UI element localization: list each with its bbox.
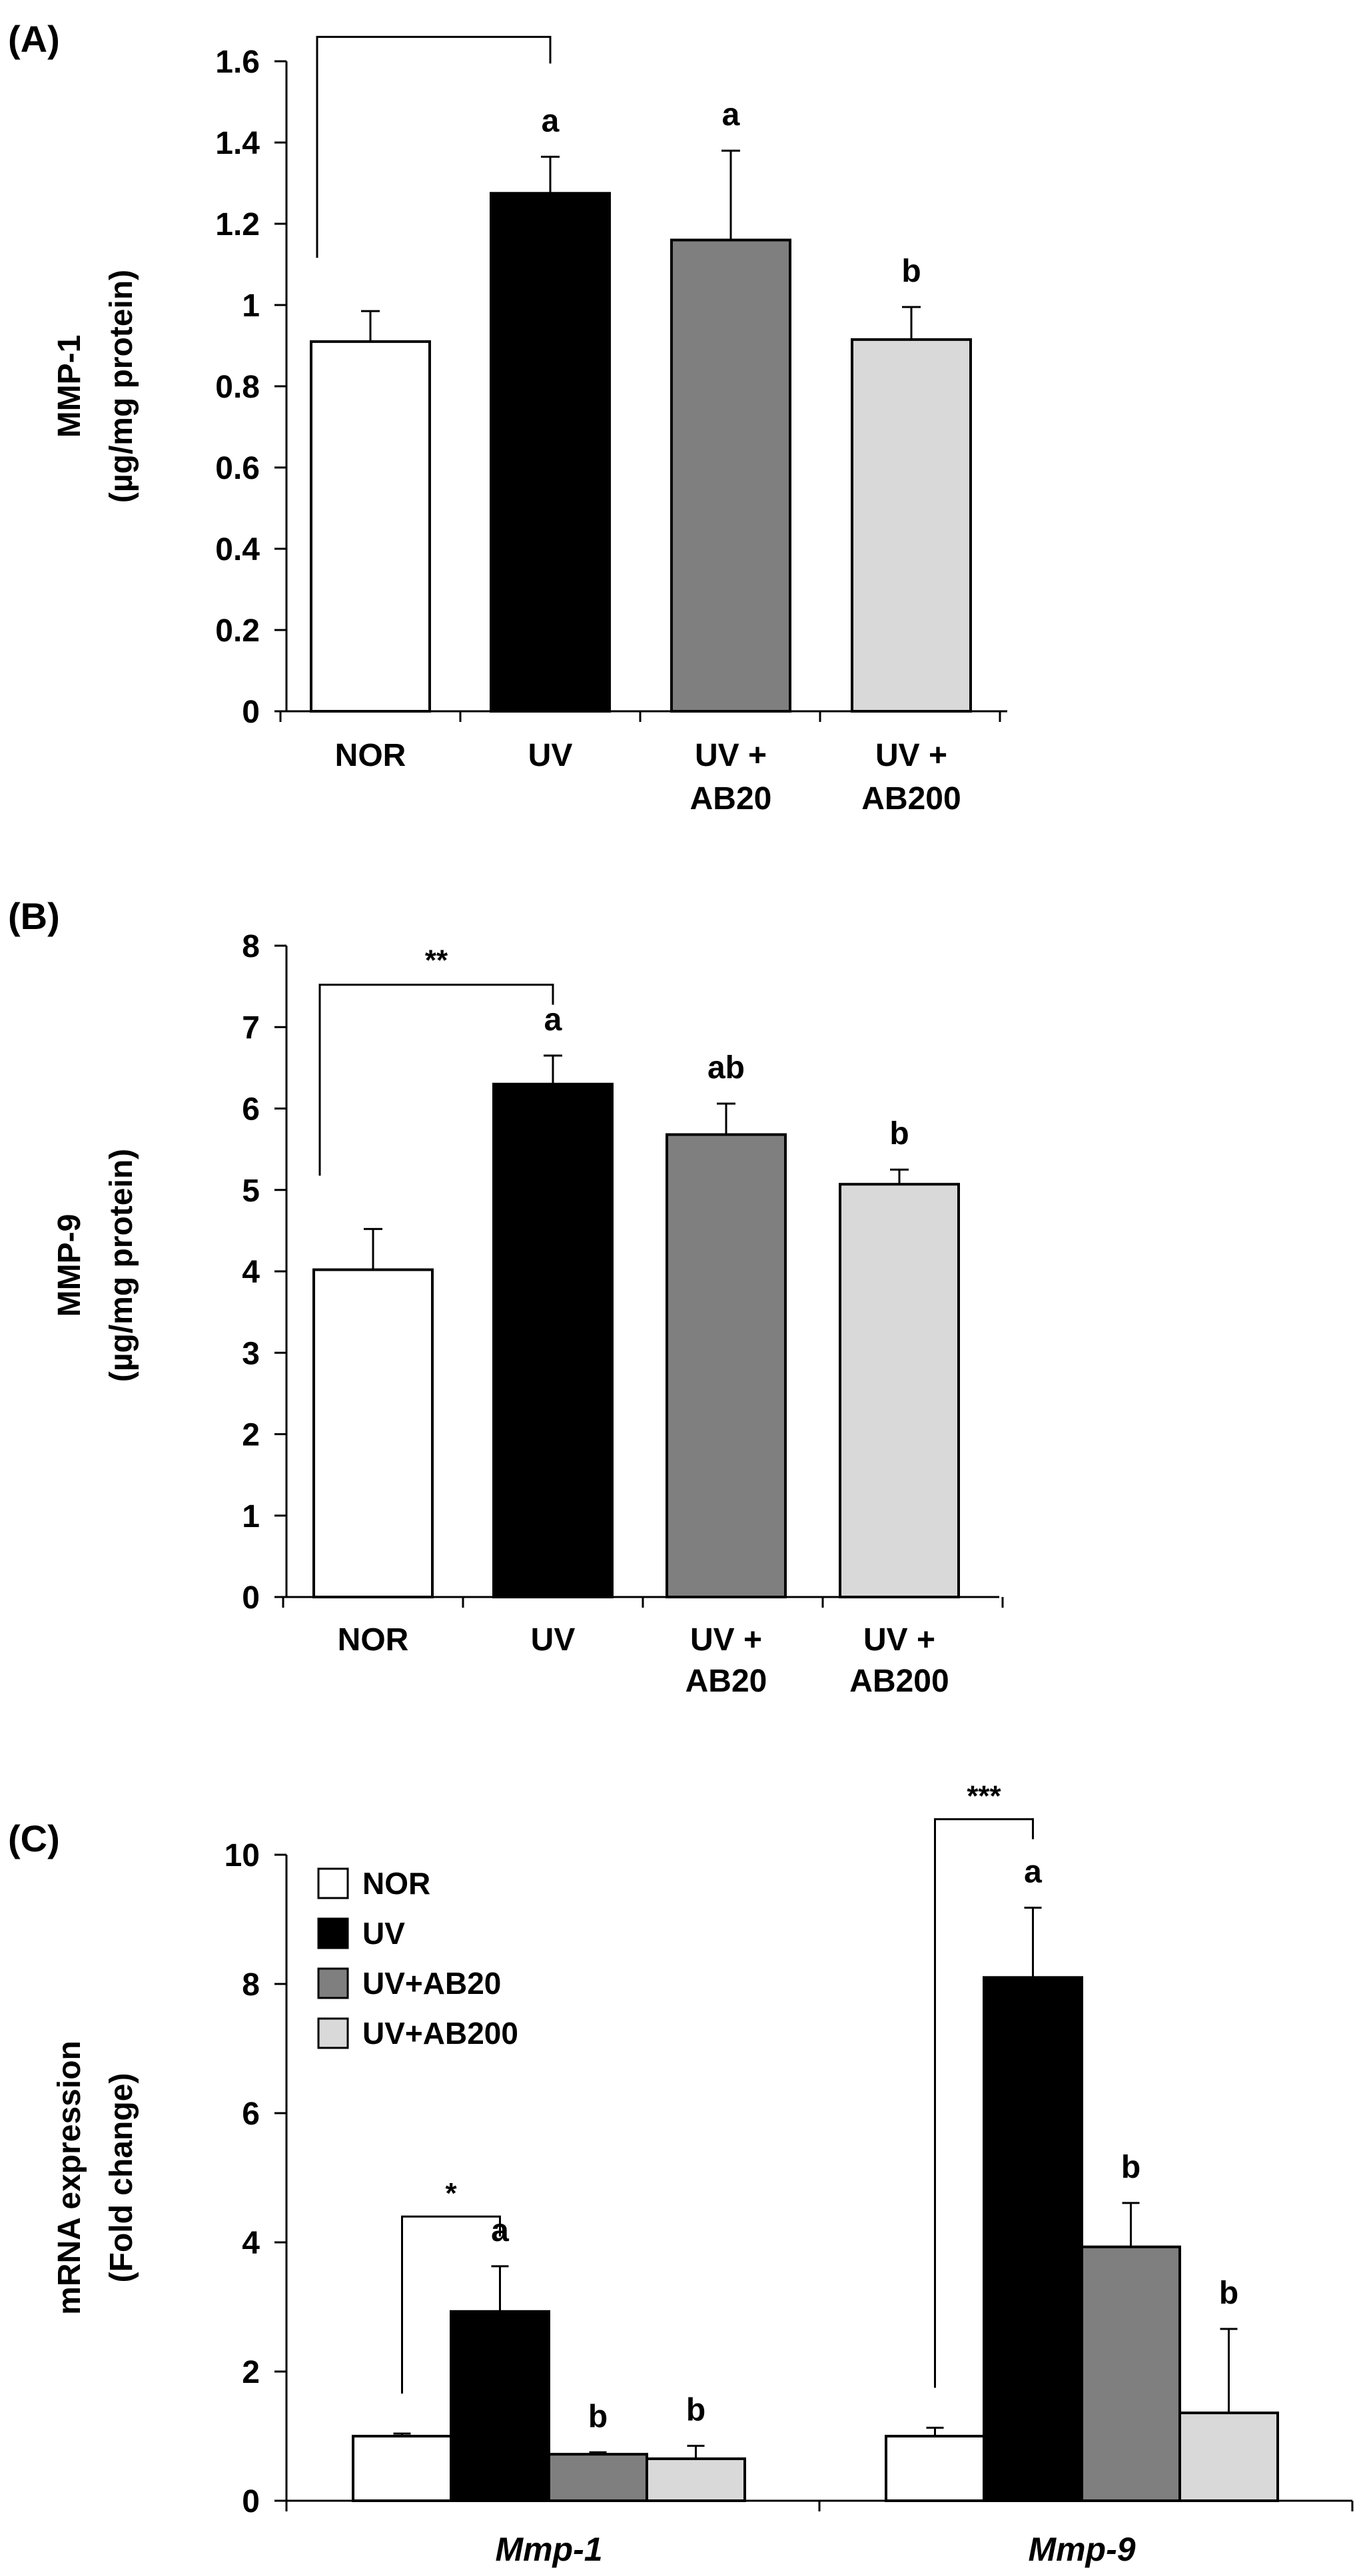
significance-letter: a: [722, 97, 740, 133]
bar: [983, 1976, 1083, 2503]
bar: [885, 2435, 985, 2502]
y-tick-label: 4: [242, 2226, 260, 2261]
x-category-label: NOR: [335, 738, 406, 773]
bar: [839, 1183, 960, 1598]
y-axis-title: MMP-9: [52, 1214, 87, 1317]
comparison-bracket: [401, 2215, 501, 2394]
y-tick-label: 1.4: [215, 126, 260, 161]
y-axis-title: mRNA expression: [52, 2041, 87, 2315]
y-axis-unit: (Fold change): [104, 2073, 139, 2283]
y-tick-label: 3: [242, 1336, 260, 1371]
significance-letter: b: [1219, 2276, 1238, 2311]
y-tick-label: 1: [242, 288, 260, 324]
bar: [548, 2453, 648, 2502]
bar: [646, 2457, 746, 2502]
y-tick-label: 0.6: [215, 451, 260, 486]
legend-label: UV+AB20: [362, 1966, 501, 2001]
x-category-label: UV: [528, 738, 573, 773]
y-tick-label: 2: [242, 2355, 260, 2390]
y-tick-label: 5: [242, 1173, 260, 1209]
y-tick-label: 1.6: [215, 45, 260, 80]
bar: [851, 338, 972, 713]
panel-b-chart: (B) 0 1 2 3 4 5 6 7 8 MMP-9 (µg/mg protein) NOR a UV ab…: [8, 895, 1004, 1699]
x-category-label-line2: AB20: [690, 781, 772, 816]
y-tick-label: 1.2: [215, 207, 260, 242]
x-category-label: UV +: [863, 1622, 935, 1658]
bar: [1178, 2412, 1279, 2503]
significance-letter: b: [588, 2399, 608, 2434]
significance-letter: a: [544, 1002, 562, 1038]
y-tick-label: 2: [242, 1418, 260, 1453]
significance-letter: b: [1121, 2150, 1140, 2185]
significance-letter: a: [1024, 1855, 1042, 1890]
y-tick-label: 4: [242, 1255, 260, 1290]
legend-label: UV+AB200: [362, 2016, 518, 2051]
comparison-bracket: [316, 35, 552, 258]
significance-letter: b: [901, 254, 921, 289]
bar: [492, 1082, 614, 1598]
x-category-label: UV: [531, 1622, 576, 1658]
y-tick-label: 8: [242, 929, 260, 964]
panel-label: (C): [8, 1817, 60, 1859]
y-tick-label: 0.8: [215, 370, 260, 405]
y-axis-unit: (µg/mg protein): [104, 270, 139, 503]
y-tick-label: 0.4: [215, 532, 260, 567]
significance-marker: **: [425, 944, 448, 977]
x-category-label-line2: AB200: [849, 1664, 949, 1699]
bar: [670, 238, 791, 713]
y-tick-label: 0: [242, 2484, 260, 2519]
legend-swatch: [317, 1917, 349, 1949]
significance-letter: b: [889, 1116, 909, 1151]
bar: [352, 2435, 452, 2502]
y-tick-label: 10: [225, 1838, 260, 1873]
y-tick-label: 6: [242, 2096, 260, 2132]
x-category-label-line2: AB200: [861, 781, 961, 816]
x-category-label: Mmp-9: [1028, 2531, 1135, 2568]
x-category-label: UV +: [875, 738, 947, 773]
x-category-label-line2: AB20: [685, 1664, 767, 1699]
legend-swatch: [317, 1867, 349, 1899]
comparison-bracket: [318, 984, 554, 1176]
y-axis-unit: (µg/mg protein): [104, 1149, 139, 1382]
bar: [312, 1268, 434, 1599]
panel-a-chart: (A) 0 0.2 0.4 0.6 0.8 1 1.2 1.4 1.6 MMP-1 (µg/mg pr…: [8, 18, 1007, 816]
significance-letter: ab: [707, 1050, 745, 1086]
x-category-label: NOR: [338, 1622, 409, 1658]
y-axis-title: MMP-1: [52, 335, 87, 438]
y-tick-label: 0: [242, 695, 260, 730]
y-tick-label: 0.2: [215, 613, 260, 649]
legend-label: UV: [362, 1916, 405, 1951]
x-category-label: UV +: [695, 738, 767, 773]
legend-swatch: [317, 2017, 349, 2049]
significance-letter: b: [686, 2393, 705, 2428]
legend-label: NOR: [362, 1866, 430, 1901]
comparison-bracket: [934, 1818, 1034, 2388]
y-tick-label: 1: [242, 1499, 260, 1534]
legend-swatch: [317, 1967, 349, 1999]
significance-marker: *: [445, 2177, 457, 2210]
significance-letter: a: [542, 103, 560, 139]
y-tick-label: 0: [242, 1580, 260, 1616]
bar: [1081, 2245, 1181, 2503]
panel-label: (B): [8, 895, 60, 937]
x-category-label: Mmp-1: [495, 2531, 602, 2568]
bar: [310, 340, 431, 713]
y-tick-label: 6: [242, 1092, 260, 1127]
y-tick-label: 7: [242, 1010, 260, 1046]
bar: [666, 1133, 787, 1598]
y-tick-label: 8: [242, 1967, 260, 2003]
x-category-label: UV +: [690, 1622, 762, 1658]
panel-label: (A): [8, 18, 60, 60]
bar: [490, 192, 611, 713]
significance-marker: ***: [967, 1780, 1001, 1813]
bar: [450, 2310, 550, 2503]
